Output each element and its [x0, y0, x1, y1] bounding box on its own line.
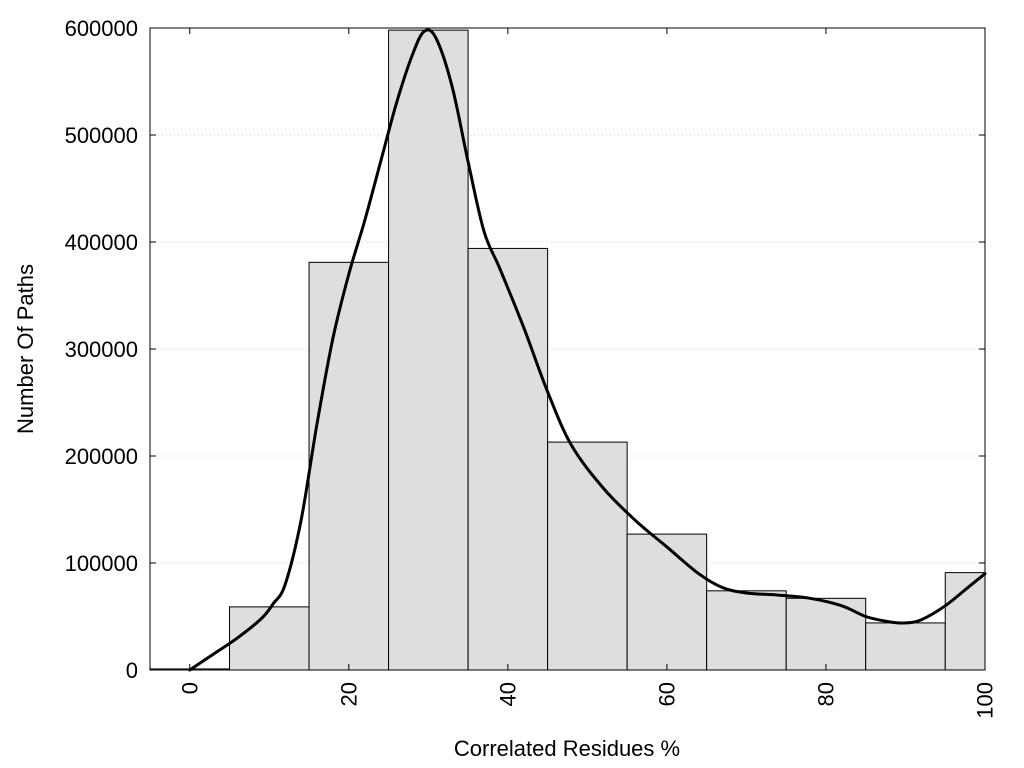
histogram-bar	[626, 533, 708, 671]
y-axis-label: Number Of Paths	[13, 264, 38, 434]
y-tick-label: 500000	[65, 123, 138, 148]
y-tick-label: 100000	[65, 551, 138, 576]
x-tick-label: 100	[973, 682, 998, 719]
histogram-bars	[149, 29, 986, 671]
histogram-bar	[229, 606, 310, 671]
histogram-bar	[547, 441, 628, 671]
histogram-bar	[467, 247, 549, 671]
histogram-bar	[785, 597, 867, 671]
x-tick-label: 0	[177, 682, 202, 694]
x-axis-label: Correlated Residues %	[454, 736, 680, 761]
histogram-bar	[308, 261, 390, 671]
x-axis-ticks: 0 20 40 60 80 100	[177, 28, 998, 719]
x-tick-label: 20	[336, 682, 361, 706]
y-axis-ticks: 0 100000 200000 300000 400000 500000 600000	[65, 16, 985, 683]
y-tick-label: 0	[126, 658, 138, 683]
y-tick-label: 400000	[65, 230, 138, 255]
x-tick-label: 60	[654, 682, 679, 706]
y-tick-label: 300000	[65, 337, 138, 362]
y-tick-label: 600000	[65, 16, 138, 41]
density-curve	[188, 28, 987, 672]
histogram-bar	[944, 572, 986, 671]
histogram-bar	[706, 590, 787, 671]
histogram-bar	[865, 622, 946, 671]
y-tick-label: 200000	[65, 444, 138, 469]
histogram-bar	[388, 29, 469, 671]
x-tick-label: 80	[813, 682, 838, 706]
x-tick-label: 40	[495, 682, 520, 706]
